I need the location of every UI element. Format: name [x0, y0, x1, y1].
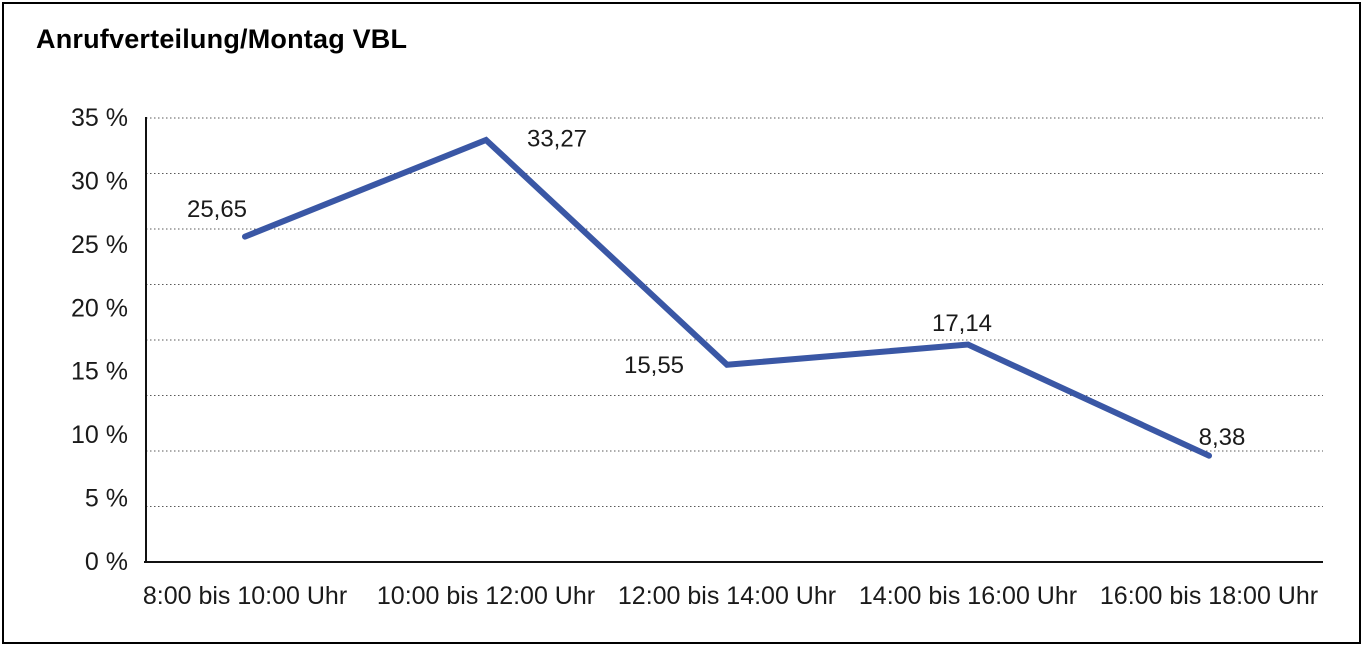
- y-axis-tick-label: 0 %: [85, 548, 128, 576]
- data-point-label: 25,65: [187, 196, 247, 223]
- y-axis-tick-label: 10 %: [71, 421, 128, 449]
- data-line: [242, 136, 1212, 459]
- y-axis-tick-label: 20 %: [71, 294, 128, 322]
- data-point-label: 33,27: [527, 125, 587, 152]
- data-point-label: 17,14: [932, 310, 992, 337]
- y-axis-tick-label: 5 %: [85, 485, 128, 513]
- x-axis-category-label: 12:00 bis 14:00 Uhr: [618, 582, 836, 610]
- y-axis-tick-label: 25 %: [71, 231, 128, 259]
- x-axis-category-label: 14:00 bis 16:00 Uhr: [859, 582, 1077, 610]
- data-point-label: 15,55: [624, 352, 684, 379]
- x-axis-category-label: 10:00 bis 12:00 Uhr: [377, 582, 595, 610]
- y-axis-tick-label: 35 %: [71, 104, 128, 132]
- y-axis-tick-label: 30 %: [71, 167, 128, 195]
- chart-title: Anrufverteilung/Montag VBL: [36, 24, 408, 54]
- x-axis-category-label: 8:00 bis 10:00 Uhr: [143, 582, 347, 610]
- data-point-label: 8,38: [1199, 424, 1246, 451]
- y-axis-tick-label: 15 %: [71, 358, 128, 386]
- x-axis-category-label: 16:00 bis 18:00 Uhr: [1100, 582, 1318, 610]
